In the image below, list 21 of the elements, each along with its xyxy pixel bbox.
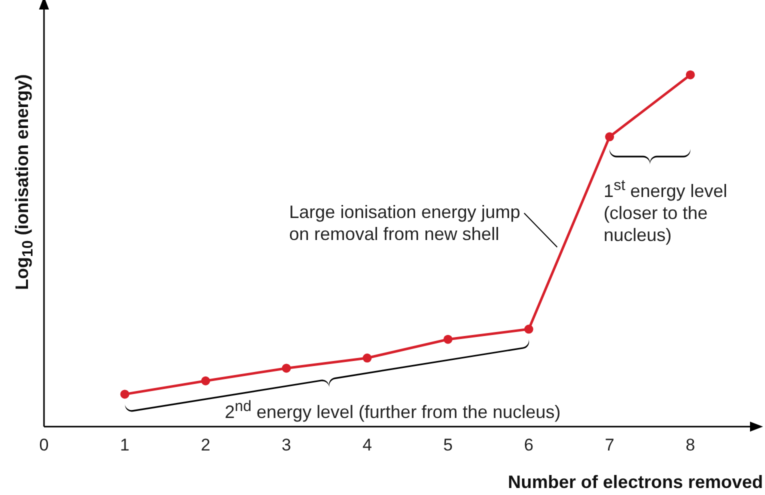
x-tick-label: 0 xyxy=(39,435,49,454)
x-tick-label: 2 xyxy=(200,435,210,454)
x-tick-label: 1 xyxy=(120,435,130,454)
annotation: 2$^{nd}$ energy level (further from the nucleus) xyxy=(224,397,562,424)
x-tick-label: 3 xyxy=(282,435,292,454)
point xyxy=(362,354,372,363)
point xyxy=(282,364,291,373)
point xyxy=(524,324,534,334)
annotation: Large ionisation energy jump on removal from new shell xyxy=(289,201,522,246)
point xyxy=(120,390,130,399)
x-tick-label: 7 xyxy=(604,435,614,454)
x-axis-title: Number of electrons removed xyxy=(508,472,763,493)
point xyxy=(201,376,210,386)
point xyxy=(686,70,695,80)
x-tick-label: 4 xyxy=(362,435,372,454)
x-tick-label: 6 xyxy=(524,435,534,454)
x-tick-label: 8 xyxy=(686,435,696,454)
point xyxy=(605,132,614,142)
x-tick-label: 5 xyxy=(443,435,453,454)
annotation: 1$^{st}$ energy level (closer to the nucleus) xyxy=(604,176,728,246)
point xyxy=(443,334,452,344)
